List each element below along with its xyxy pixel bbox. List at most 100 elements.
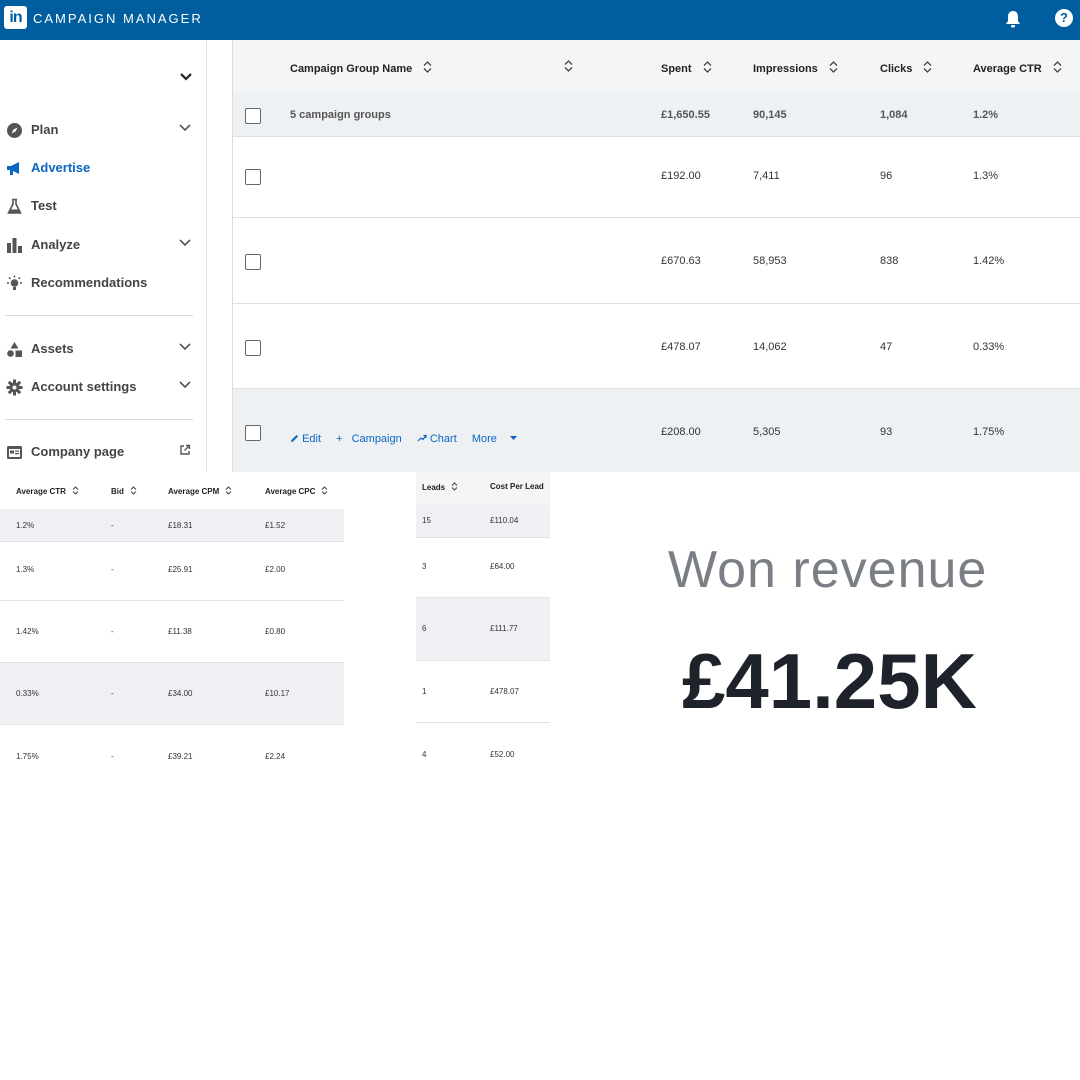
cell-cpl: £52.00	[490, 750, 515, 759]
compass-icon	[7, 123, 22, 138]
table-row[interactable]: 1.3% - £25.91 £2.00	[0, 542, 344, 601]
won-revenue-label: Won revenue	[668, 541, 988, 599]
cell-ctr: 1.75%	[16, 752, 39, 761]
cell-clicks: 93	[880, 426, 893, 438]
cell-name: 5 campaign groups	[290, 109, 391, 121]
cell-spent: £670.63	[661, 255, 701, 267]
sidebar-item-label: Assets	[31, 341, 74, 356]
sidebar-item-test[interactable]: Test	[0, 191, 207, 221]
cell-spent: £1,650.55	[661, 109, 710, 121]
sort-icon[interactable]	[130, 486, 137, 495]
row-checkbox[interactable]	[245, 169, 261, 185]
cell-spent: £478.07	[661, 341, 701, 353]
cell-ctr: 1.3%	[16, 565, 35, 574]
add-campaign-link[interactable]: + Campaign	[336, 433, 402, 445]
cell-clicks: 1,084	[880, 109, 908, 121]
sort-icon[interactable]	[225, 486, 232, 495]
cell-impressions: 90,145	[753, 109, 787, 121]
gear-icon	[6, 379, 23, 396]
cell-spent: £208.00	[661, 426, 701, 438]
bar-chart-icon	[7, 238, 22, 253]
chevron-down-icon[interactable]	[179, 343, 191, 351]
sidebar-item-label: Advertise	[31, 160, 91, 175]
sidebar-item-assets[interactable]: Assets	[0, 334, 207, 364]
sort-icon[interactable]	[564, 60, 573, 72]
cell-clicks: 47	[880, 341, 893, 353]
cell-cpm: £18.31	[168, 521, 193, 530]
table-row[interactable]: 1 £478.07	[416, 661, 550, 723]
column-header-leads[interactable]: Leads	[422, 482, 458, 492]
column-header-cpc[interactable]: Average CPC	[265, 486, 328, 496]
table-row[interactable]: 1.75% - £39.21 £2.24	[0, 725, 344, 771]
cell-leads: 1	[422, 687, 427, 696]
sort-icon[interactable]	[829, 61, 838, 73]
row-checkbox[interactable]	[245, 108, 261, 124]
column-header-clicks[interactable]: Clicks	[880, 61, 932, 75]
sidebar-item-plan[interactable]: Plan	[0, 115, 207, 145]
column-header-ctr[interactable]: Average CTR	[16, 486, 79, 496]
chevron-down-icon[interactable]	[179, 239, 191, 247]
sort-icon[interactable]	[321, 486, 328, 495]
table-row[interactable]: Edit + Campaign Chart More £208.00 5,305…	[233, 389, 1080, 472]
table-row[interactable]: 4 £52.00	[416, 723, 550, 771]
cell-ctr: 1.2%	[16, 521, 35, 530]
sidebar-item-advertise[interactable]: Advertise	[0, 153, 207, 183]
linkedin-logo[interactable]: in	[4, 6, 27, 29]
metrics-table: Average CTR Bid Average CPM Average CPC …	[0, 472, 344, 772]
row-checkbox[interactable]	[245, 254, 261, 270]
pencil-icon	[291, 435, 298, 442]
sort-icon[interactable]	[72, 486, 79, 495]
edit-link[interactable]: Edit	[290, 433, 327, 445]
account-selector-chevron-icon[interactable]	[179, 72, 193, 82]
row-checkbox[interactable]	[245, 425, 261, 441]
chevron-down-icon[interactable]	[179, 381, 191, 389]
column-header-cpm[interactable]: Average CPM	[168, 486, 232, 496]
cell-impressions: 58,953	[753, 255, 787, 267]
sort-icon[interactable]	[703, 61, 712, 73]
cell-bid: -	[111, 689, 114, 698]
more-dropdown[interactable]: More	[472, 433, 518, 445]
sort-icon[interactable]	[923, 61, 932, 73]
sidebar-item-account-settings[interactable]: Account settings	[0, 372, 207, 402]
column-header-bid[interactable]: Bid	[111, 486, 137, 496]
cell-spent: £192.00	[661, 170, 701, 182]
table-row[interactable]: £670.63 58,953 838 1.42%	[233, 218, 1080, 304]
chart-link[interactable]: Chart	[417, 433, 463, 445]
sort-icon[interactable]	[1053, 61, 1062, 73]
bell-icon[interactable]	[1003, 9, 1023, 29]
cell-leads: 3	[422, 562, 427, 571]
column-header-name[interactable]: Campaign Group Name	[290, 61, 432, 75]
column-header-ctr[interactable]: Average CTR	[973, 61, 1062, 75]
column-header-cost-per-lead[interactable]: Cost Per Lead	[490, 482, 544, 491]
cell-cpc: £1.52	[265, 521, 286, 530]
sidebar-item-company-page[interactable]: Company page	[0, 437, 207, 467]
app-title[interactable]: CAMPAIGN MANAGER	[33, 11, 203, 26]
external-link-icon[interactable]	[179, 444, 191, 456]
shapes-icon	[7, 342, 22, 357]
sidebar-item-analyze[interactable]: Analyze	[0, 230, 207, 260]
table-row[interactable]: 0.33% - £34.00 £10.17	[0, 663, 344, 725]
cell-ctr: 1.42%	[973, 255, 1005, 267]
column-header-impressions[interactable]: Impressions	[753, 61, 838, 75]
sort-icon[interactable]	[451, 482, 458, 491]
chevron-down-icon[interactable]	[179, 124, 191, 132]
cell-cpl: £478.07	[490, 687, 519, 696]
table-row[interactable]: 3 £64.00	[416, 538, 550, 598]
cell-cpc: £2.24	[265, 752, 286, 761]
sidebar-item-recommendations[interactable]: Recommendations	[0, 268, 207, 298]
column-header-spent[interactable]: Spent	[661, 61, 712, 75]
table-row[interactable]: £192.00 7,411 96 1.3%	[233, 137, 1080, 218]
sort-icon[interactable]	[423, 61, 432, 73]
sidebar-divider	[5, 419, 193, 420]
cell-cpc: £10.17	[265, 689, 290, 698]
help-icon[interactable]: ?	[1055, 9, 1073, 27]
table-row[interactable]: 6 £111.77	[416, 598, 550, 661]
table-row[interactable]: £478.07 14,062 47 0.33%	[233, 304, 1080, 389]
table-row[interactable]: 1.2% - £18.31 £1.52	[0, 509, 344, 542]
row-checkbox[interactable]	[245, 340, 261, 356]
cell-impressions: 14,062	[753, 341, 787, 353]
table-row[interactable]: 1.42% - £11.38 £0.80	[0, 601, 344, 663]
cell-impressions: 7,411	[753, 170, 780, 182]
table-row[interactable]: 15 £110.04	[416, 505, 550, 538]
sidebar-item-label: Account settings	[31, 379, 137, 394]
